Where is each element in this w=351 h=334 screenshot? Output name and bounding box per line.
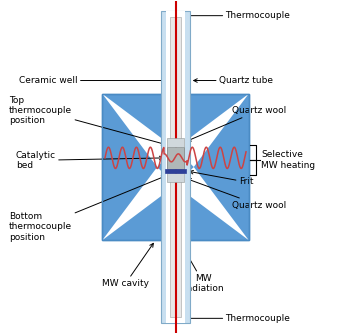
- Bar: [165, 169, 186, 173]
- Bar: [102, 94, 249, 240]
- Text: Thermocouple: Thermocouple: [182, 314, 290, 323]
- Bar: [102, 94, 249, 240]
- Bar: [166, 11, 185, 323]
- Text: Selective
MW heating: Selective MW heating: [261, 150, 316, 170]
- Text: Bottom
thermocouple
position: Bottom thermocouple position: [9, 176, 165, 242]
- Bar: [170, 17, 181, 317]
- Text: Top
thermocouple
position: Top thermocouple position: [9, 96, 165, 145]
- Text: MW cavity: MW cavity: [102, 243, 153, 288]
- Text: Thermocouple: Thermocouple: [182, 11, 290, 20]
- Text: Quartz tube: Quartz tube: [194, 76, 273, 85]
- Polygon shape: [102, 167, 176, 240]
- Text: Ceramic well: Ceramic well: [19, 76, 166, 85]
- Text: Catalytic
bed: Catalytic bed: [16, 151, 163, 170]
- Text: Quartz wool: Quartz wool: [187, 178, 286, 210]
- Polygon shape: [176, 167, 249, 240]
- Bar: [167, 147, 184, 169]
- Text: Quartz wool: Quartz wool: [187, 106, 286, 141]
- Text: Frit: Frit: [190, 170, 253, 186]
- Polygon shape: [176, 94, 249, 167]
- Text: MW
radiation: MW radiation: [181, 243, 224, 293]
- Bar: [167, 173, 184, 182]
- Bar: [167, 138, 184, 147]
- Bar: [161, 11, 190, 323]
- Polygon shape: [102, 94, 176, 167]
